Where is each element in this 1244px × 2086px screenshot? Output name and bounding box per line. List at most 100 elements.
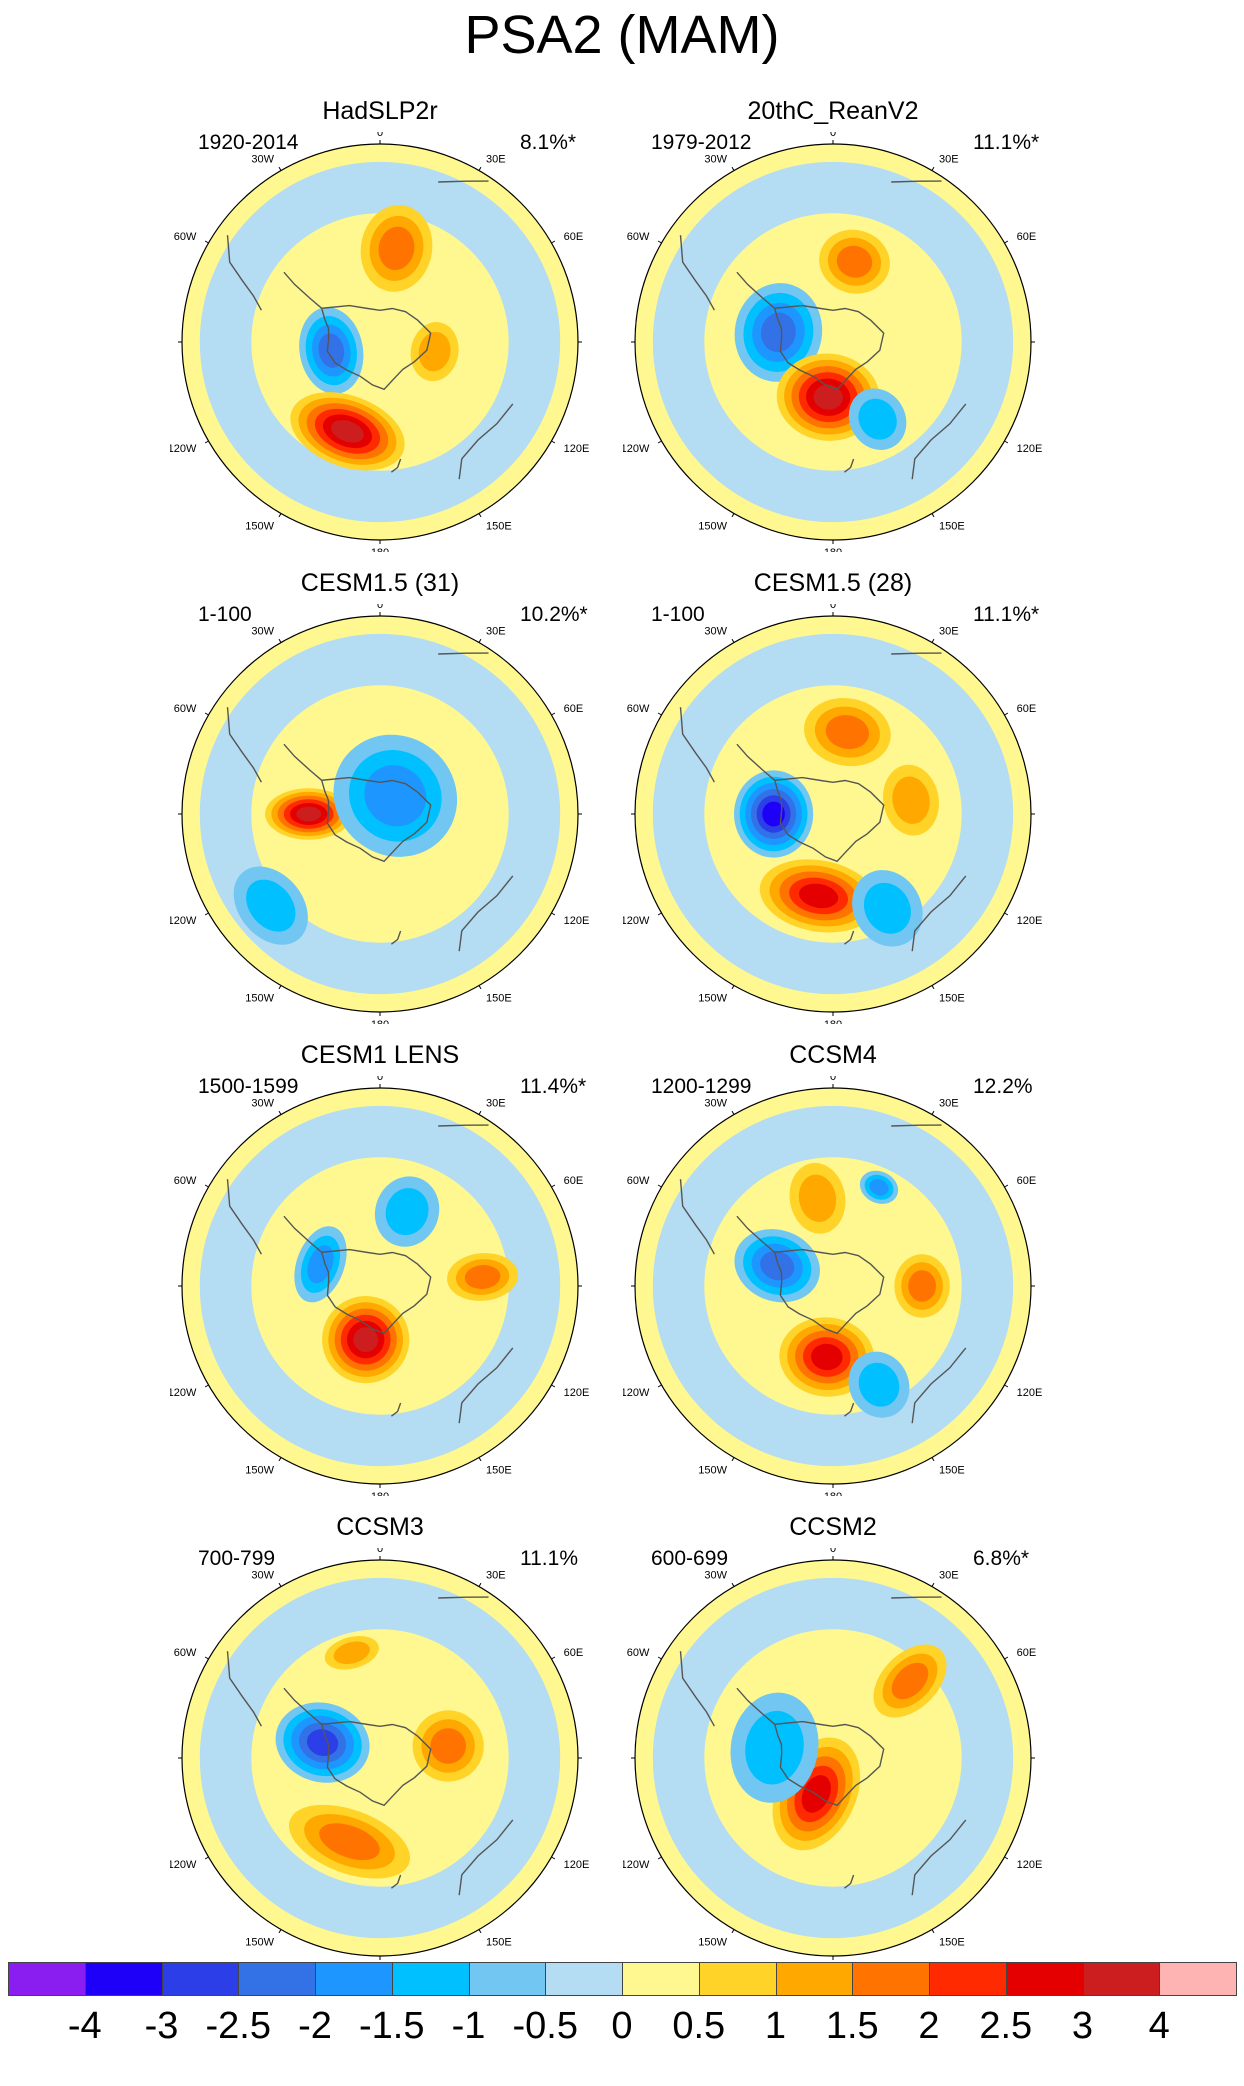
longitude-tick xyxy=(551,1656,556,1660)
polar-map: 018030W30E60W60E90W90E120W120E150W150E xyxy=(170,1076,589,1496)
longitude-tick xyxy=(478,513,482,518)
colorbar: -4 -3 -2.5 -2 -1.5 -1 -0.5 0 0.5 1 1.5 2 2.5 3 4 xyxy=(8,1962,1237,2082)
longitude-tick xyxy=(478,166,482,171)
antarctic-peninsula-coastline xyxy=(283,1215,323,1253)
longitude-tick xyxy=(657,440,662,444)
negative-ring xyxy=(652,1105,1014,1467)
longitude-label: 180 xyxy=(371,1019,389,1024)
longitude-label: 0 xyxy=(377,1548,383,1555)
longitude-tick xyxy=(478,638,482,643)
panel-title: CESM1 LENS xyxy=(300,1041,460,1069)
longitude-label: 60E xyxy=(1017,231,1037,243)
polar-map: 018030W30E60W60E90W90E120W120E150W150E xyxy=(623,604,1042,1024)
colorbar-swatch xyxy=(622,1962,700,1996)
colorbar-label: -2.5 xyxy=(205,2005,271,2047)
longitude-tick xyxy=(278,1582,282,1587)
new-zealand-coastline xyxy=(843,930,855,945)
longitude-label: 120E xyxy=(564,915,590,927)
longitude-tick xyxy=(657,1184,662,1188)
longitude-label: 120W xyxy=(623,443,650,455)
positive-anomaly-contour xyxy=(430,1728,467,1764)
longitude-label: 150W xyxy=(698,993,727,1005)
colorbar-swatch xyxy=(775,1962,854,1996)
longitude-label: 120E xyxy=(564,443,590,455)
africa-coastline xyxy=(438,652,489,655)
panel-title: CESM1.5 (31) xyxy=(300,569,460,597)
longitude-tick xyxy=(204,912,209,916)
antarctica-coastline xyxy=(773,776,885,863)
new-zealand-coastline xyxy=(843,1874,855,1889)
figure-title: PSA2 (MAM) xyxy=(464,5,780,65)
map-panel: CESM1.5 (31)1-10010.2%*018030W30E60W60E9… xyxy=(0,568,622,1043)
longitude-tick xyxy=(731,166,735,171)
longitude-tick xyxy=(731,1457,735,1462)
negative-anomaly-contour xyxy=(306,1729,339,1756)
positive-anomaly-contour xyxy=(333,1641,370,1665)
australia-coastline xyxy=(911,1819,967,1896)
longitude-tick xyxy=(731,1929,735,1934)
colorbar-label: -2 xyxy=(298,2005,332,2047)
panel-variance: 10.2%* xyxy=(520,603,588,626)
longitude-tick xyxy=(1004,440,1009,444)
colorbar-swatch xyxy=(84,1962,163,1996)
longitude-tick xyxy=(478,985,482,990)
colorbar-swatch xyxy=(545,1962,623,1996)
australia-coastline xyxy=(458,1347,514,1424)
colorbar-swatch xyxy=(161,1962,240,1996)
longitude-label: 120W xyxy=(170,1859,197,1871)
panel-variance: 11.1% xyxy=(520,1547,578,1570)
antarctica-coastline xyxy=(773,1248,885,1335)
africa-coastline xyxy=(891,180,942,183)
positive-anomaly-contour xyxy=(908,1270,936,1302)
negative-anomaly-contour xyxy=(745,1710,804,1785)
longitude-tick xyxy=(278,513,282,518)
longitude-tick xyxy=(551,1184,556,1188)
longitude-tick xyxy=(931,513,935,518)
longitude-tick xyxy=(204,1384,209,1388)
antarctica-coastline xyxy=(320,1720,432,1807)
longitude-tick xyxy=(931,1582,935,1587)
polar-map: 018030W30E60W60E90W90E120W120E150W150E xyxy=(170,132,590,552)
colorbar-swatch xyxy=(468,1962,547,1996)
panel-period: 1200-1299 xyxy=(651,1075,752,1098)
longitude-tick xyxy=(278,166,282,171)
south-america-coastline xyxy=(679,1651,716,1727)
longitude-tick xyxy=(478,1457,482,1462)
negative-anomaly-contour xyxy=(318,333,345,368)
longitude-tick xyxy=(931,1457,935,1462)
longitude-label: 120W xyxy=(623,915,650,927)
positive-anomaly-contour xyxy=(813,384,843,410)
longitude-label: 30W xyxy=(704,625,727,637)
longitude-label: 120W xyxy=(170,443,197,455)
map-panel: CCSM3700-79911.1%018030W30E60W60E90W90E1… xyxy=(0,1512,622,1987)
longitude-label: 0 xyxy=(377,132,383,139)
australia-coastline xyxy=(911,875,967,952)
africa-coastline xyxy=(891,1596,942,1599)
longitude-label: 30W xyxy=(704,1569,727,1581)
longitude-tick xyxy=(731,513,735,518)
longitude-tick xyxy=(1004,1184,1009,1188)
positive-anomaly-contour xyxy=(418,331,451,372)
africa-coastline xyxy=(891,652,942,655)
antarctica-coastline xyxy=(320,1248,432,1335)
longitude-tick xyxy=(204,712,209,716)
longitude-label: 150W xyxy=(698,521,727,533)
longitude-tick xyxy=(551,1384,556,1388)
colorbar-swatch xyxy=(238,1962,316,1996)
negative-anomaly-contour xyxy=(246,879,296,932)
colorbar-label: -0.5 xyxy=(512,2005,578,2047)
antarctic-peninsula-coastline xyxy=(283,743,323,781)
south-america-coastline xyxy=(679,707,716,783)
panel-period: 1-100 xyxy=(198,603,252,626)
longitude-label: 30E xyxy=(939,153,959,165)
colorbar-label: 1 xyxy=(764,2005,787,2047)
longitude-label: 30W xyxy=(251,153,274,165)
negative-anomaly-contour xyxy=(385,1188,429,1236)
longitude-label: 150E xyxy=(939,521,965,533)
longitude-tick xyxy=(931,638,935,643)
longitude-label: 150E xyxy=(939,1937,965,1949)
longitude-label: 120E xyxy=(1017,443,1043,455)
longitude-label: 60E xyxy=(564,1175,584,1187)
africa-coastline xyxy=(438,1596,489,1599)
new-zealand-coastline xyxy=(390,1874,402,1889)
